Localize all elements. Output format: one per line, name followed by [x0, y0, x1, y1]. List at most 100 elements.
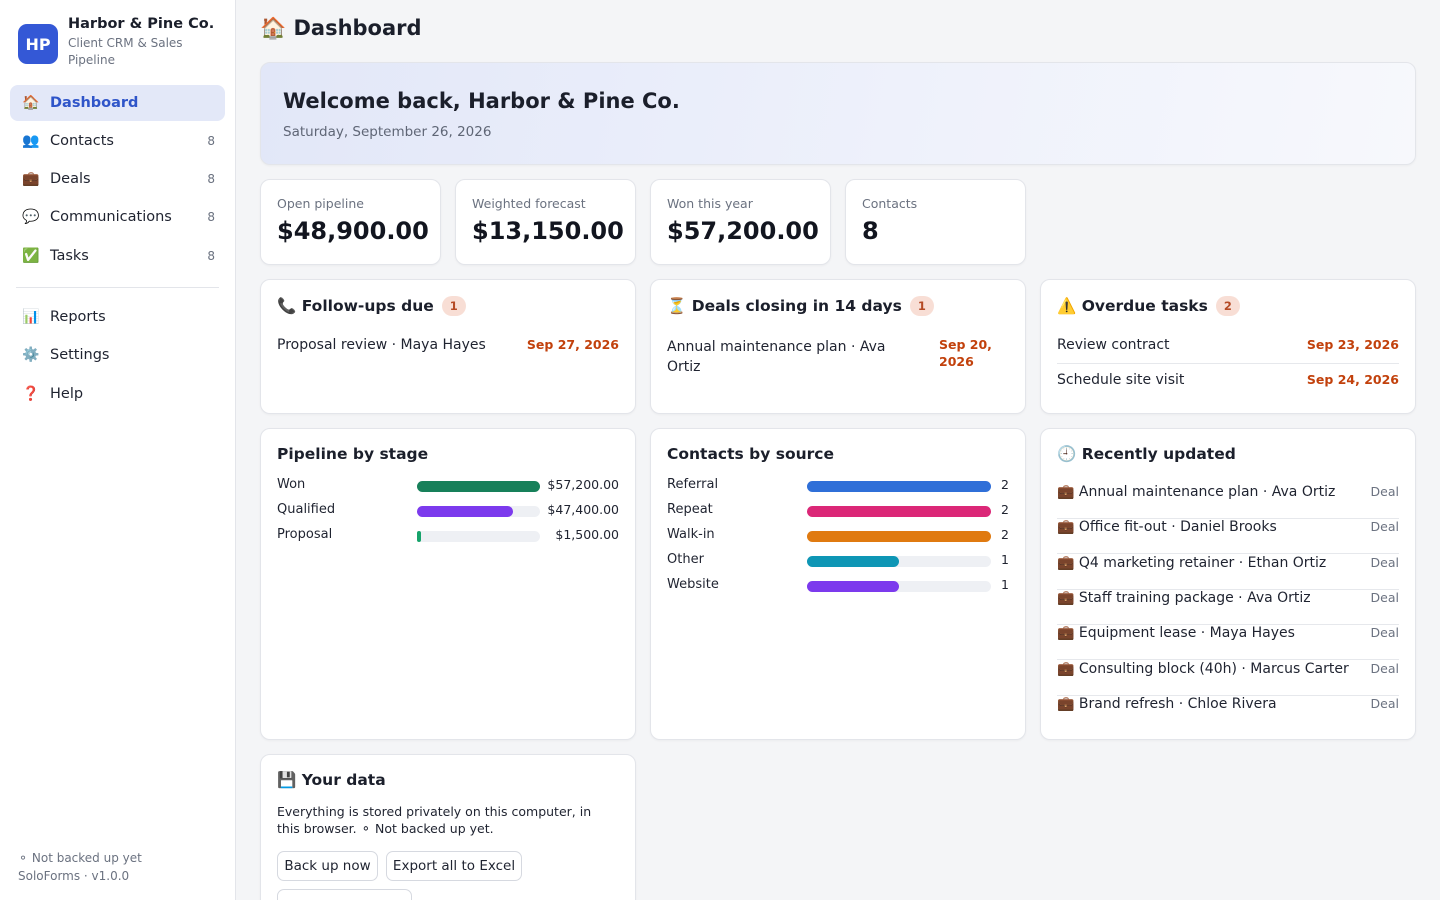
- source-row: Other 1: [667, 552, 1009, 570]
- bar-track: [807, 531, 991, 542]
- nav-label: Communications: [50, 209, 172, 225]
- bar-value: 2: [1001, 477, 1009, 492]
- nav-label: Tasks: [50, 248, 89, 264]
- record-type: Deal: [1370, 554, 1399, 570]
- bar-value: $1,500.00: [555, 527, 619, 542]
- close-date: Sep 20, 2026: [939, 337, 992, 369]
- recent-item-title: Equipment lease · Maya Hayes: [1078, 625, 1295, 642]
- nav-dashboard[interactable]: 🏠 Dashboard: [10, 85, 225, 121]
- nav-deals[interactable]: 💼 Deals 8: [10, 161, 225, 197]
- card-title-text: Your data: [301, 771, 386, 789]
- due-date: Sep 24, 2026: [1306, 372, 1399, 387]
- card-title: 💾 Your data: [277, 771, 386, 789]
- card-title: ⚠️ Overdue tasks 2: [1057, 296, 1240, 316]
- record-type: Deal: [1370, 519, 1399, 535]
- recent-item-text: 💼 Consulting block (40h) · Marcus Carter: [1057, 661, 1349, 677]
- stat-weighted-forecast: Weighted forecast $13,150.00: [455, 179, 636, 265]
- briefcase-icon: 💼: [1057, 695, 1075, 712]
- nav-contacts[interactable]: 👥 Contacts 8: [10, 123, 225, 159]
- nav-label: Settings: [50, 347, 110, 363]
- recent-item-title: Consulting block (40h) · Marcus Carter: [1078, 660, 1349, 677]
- brand-subtitle: Client CRM & Sales Pipeline: [68, 36, 183, 67]
- warning-icon: ⚠️: [1057, 297, 1077, 315]
- recent-item[interactable]: 💼 Brand refresh · Chloe Rivera Deal: [1057, 696, 1399, 731]
- pipeline-by-stage-card: Pipeline by stage Won $57,200.00 Qualified…: [260, 428, 636, 740]
- stat-value: $13,150.00: [472, 217, 624, 245]
- recent-item-text: 💼 Office fit-out · Daniel Brooks: [1057, 519, 1277, 535]
- check-icon: ✅: [22, 248, 40, 264]
- welcome-banner: Welcome back, Harbor & Pine Co. Saturday…: [260, 62, 1416, 165]
- nav-settings[interactable]: ⚙️ Settings: [10, 337, 225, 373]
- nav-label: Dashboard: [50, 95, 139, 111]
- task-text: Review contract: [1057, 337, 1170, 353]
- home-icon: 🏠: [260, 16, 287, 40]
- floppy-disk-icon: 💾: [277, 771, 297, 789]
- brand-logo: HP: [18, 24, 58, 64]
- speech-bubble-icon: 💬: [22, 209, 40, 225]
- stat-open-pipeline: Open pipeline $48,900.00: [260, 179, 441, 265]
- brand-name: Harbor & Pine Co.: [68, 16, 215, 32]
- recent-item-title: Q4 marketing retainer · Ethan Ortiz: [1078, 554, 1327, 571]
- bar-track: [807, 556, 991, 567]
- welcome-heading: Welcome back, Harbor & Pine Co.: [283, 89, 680, 113]
- card-title: ⏳ Deals closing in 14 days 1: [667, 296, 934, 316]
- nav-label: Deals: [50, 171, 91, 187]
- page-title-text: Dashboard: [293, 16, 422, 40]
- page-title: 🏠 Dashboard: [260, 16, 422, 41]
- question-icon: ❓: [22, 386, 40, 402]
- record-type: Deal: [1370, 695, 1399, 711]
- your-data-card: 💾 Your data Everything is stored private…: [260, 754, 636, 900]
- bar-value: 2: [1001, 527, 1009, 542]
- back-up-now-button[interactable]: Back up now: [277, 851, 378, 881]
- more-button[interactable]: [277, 889, 412, 900]
- bar-value: $57,200.00: [547, 477, 619, 492]
- recent-item[interactable]: 💼 Staff training package · Ava Ortiz Deal: [1057, 590, 1399, 625]
- bar-label: Walk-in: [667, 527, 715, 542]
- stat-value: $57,200.00: [667, 217, 819, 245]
- closing-item[interactable]: Annual maintenance plan · Ava Ortiz Sep …: [667, 337, 1009, 377]
- task-text: Schedule site visit: [1057, 372, 1185, 388]
- card-title: 🕘 Recently updated: [1057, 445, 1236, 463]
- due-date: Sep 23, 2026: [1306, 337, 1399, 352]
- nav-help[interactable]: ❓ Help: [10, 376, 225, 412]
- bar-fill: [807, 556, 899, 567]
- briefcase-icon: 💼: [22, 171, 40, 187]
- nav-label: Reports: [50, 309, 106, 325]
- nav-count: 8: [207, 249, 215, 263]
- followup-item[interactable]: Proposal review · Maya Hayes Sep 27, 202…: [277, 337, 619, 353]
- recent-item-title: Staff training package · Ava Ortiz: [1078, 589, 1311, 606]
- home-icon: 🏠: [22, 95, 40, 111]
- recent-item[interactable]: 💼 Equipment lease · Maya Hayes Deal: [1057, 625, 1399, 661]
- card-title-text: Follow-ups due: [301, 297, 434, 315]
- card-title: Pipeline by stage: [277, 445, 429, 463]
- nav-reports[interactable]: 📊 Reports: [10, 299, 225, 335]
- recent-item-title: Annual maintenance plan · Ava Ortiz: [1078, 484, 1336, 500]
- stat-value: $48,900.00: [277, 217, 429, 245]
- nav-count: 8: [207, 210, 215, 224]
- overdue-tasks-card: ⚠️ Overdue tasks 2 Review contract Sep 2…: [1040, 279, 1416, 414]
- recent-item[interactable]: 💼 Office fit-out · Daniel Brooks Deal: [1057, 519, 1399, 555]
- briefcase-icon: 💼: [1057, 484, 1075, 500]
- overdue-item[interactable]: Review contract Sep 23, 2026: [1057, 337, 1399, 364]
- stage-row: Proposal $1,500.00: [277, 527, 619, 545]
- export-excel-button[interactable]: Export all to Excel: [386, 851, 522, 881]
- recent-item[interactable]: 💼 Q4 marketing retainer · Ethan Ortiz Dea…: [1057, 555, 1399, 590]
- stat-label: Weighted forecast: [472, 196, 586, 211]
- nav-communications[interactable]: 💬 Communications 8: [10, 199, 225, 235]
- briefcase-icon: 💼: [1057, 660, 1075, 677]
- bar-label: Proposal: [277, 527, 333, 542]
- card-title-text: Recently updated: [1081, 445, 1236, 463]
- bar-track: [417, 506, 540, 517]
- source-row: Walk-in 2: [667, 527, 1009, 545]
- recent-item[interactable]: 💼 Consulting block (40h) · Marcus Carter…: [1057, 661, 1399, 696]
- storage-note: Everything is stored privately on this c…: [277, 804, 592, 836]
- bar-fill: [417, 481, 540, 492]
- overdue-item[interactable]: Schedule site visit Sep 24, 2026: [1057, 372, 1399, 388]
- stat-label: Won this year: [667, 196, 753, 211]
- backup-status: ⚬ Not backed up yet: [18, 851, 142, 865]
- bar-track: [417, 531, 540, 542]
- recent-item[interactable]: 💼 Annual maintenance plan · Ava Ortiz Dea…: [1057, 484, 1399, 519]
- nav-tasks[interactable]: ✅ Tasks 8: [10, 238, 225, 274]
- phone-icon: 📞: [277, 297, 297, 315]
- stat-contacts: Contacts 8: [845, 179, 1026, 265]
